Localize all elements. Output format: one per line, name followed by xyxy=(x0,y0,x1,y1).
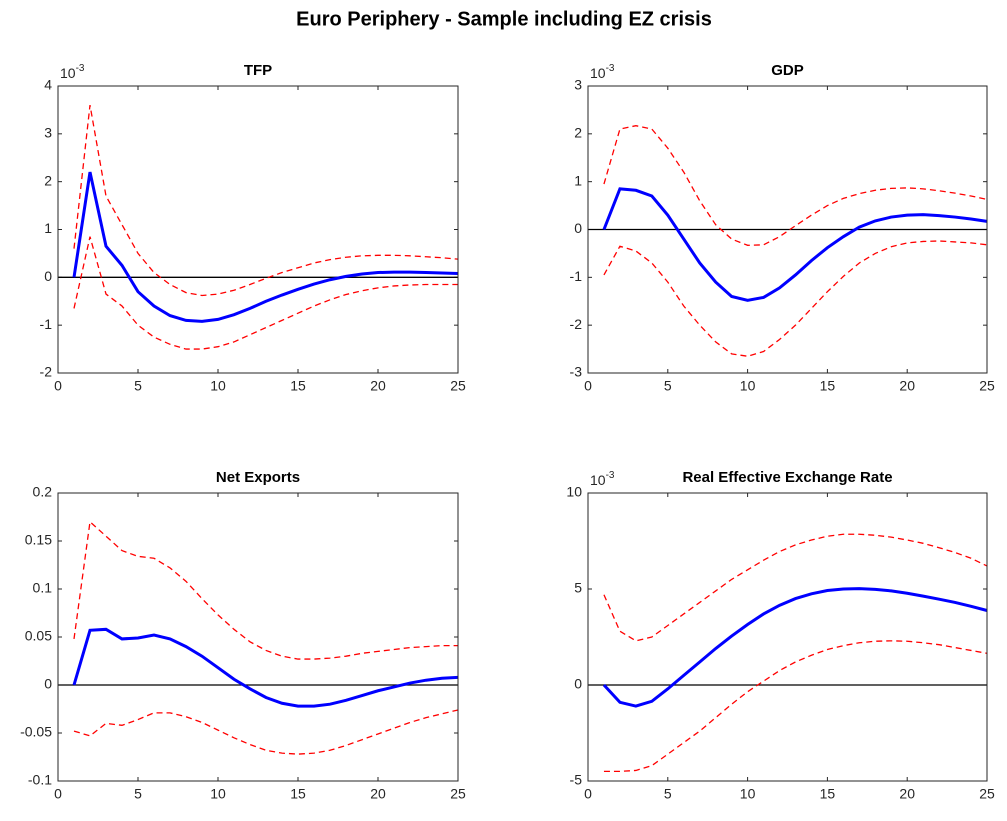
y-tick-label: 4 xyxy=(44,77,52,93)
y-tick-label: -0.05 xyxy=(20,724,52,740)
y-tick-label: -3 xyxy=(570,364,583,380)
x-tick-label: 5 xyxy=(134,786,142,802)
subplot: 0 5 10 15 20 25 -0.1 -0.05 0 0.05 0.1 0.15 0.2 Net Ex… xyxy=(20,469,466,802)
axes-background xyxy=(58,86,458,373)
y-tick-label: 0.1 xyxy=(33,580,53,596)
axes-frame xyxy=(57,492,459,782)
band-line xyxy=(73,105,459,297)
y-tick-label: 10 xyxy=(566,484,582,500)
y-tick-label: 2 xyxy=(574,125,582,141)
x-tick-label: 5 xyxy=(664,786,672,802)
x-tick-label: 0 xyxy=(584,378,592,394)
band-line xyxy=(603,240,988,357)
x-tick-label: 10 xyxy=(210,378,226,394)
x-tick-label: 0 xyxy=(54,378,62,394)
x-tick-label: 25 xyxy=(979,786,995,802)
multiplier-exponent: -3 xyxy=(76,63,85,74)
x-tick-label: 15 xyxy=(290,378,306,394)
multiplier-base: 10 xyxy=(590,472,606,488)
band-line xyxy=(73,709,459,755)
x-tick-label: 20 xyxy=(370,786,386,802)
x-tick-label: 20 xyxy=(899,786,915,802)
x-tick-label: 15 xyxy=(290,786,306,802)
irf-line xyxy=(72,171,459,323)
multiplier-base: 10 xyxy=(60,65,76,81)
y-tick-label: 0.15 xyxy=(25,532,52,548)
subplot-title: Real Effective Exchange Rate xyxy=(682,469,892,486)
x-tick-label: 25 xyxy=(450,378,466,394)
y-tick-label: 0.2 xyxy=(33,484,53,500)
axes-frame xyxy=(57,85,459,374)
y-tick-label: 3 xyxy=(44,125,52,141)
y-tick-label: 2 xyxy=(44,172,52,188)
multiplier-exponent: -3 xyxy=(606,470,615,481)
x-tick-label: 10 xyxy=(210,786,226,802)
figure-title: Euro Periphery - Sample including EZ cri… xyxy=(296,8,712,30)
subplot-title: Net Exports xyxy=(216,469,300,486)
x-tick-label: 10 xyxy=(740,786,756,802)
x-tick-label: 5 xyxy=(134,378,142,394)
irf-line xyxy=(602,187,988,302)
x-tick-label: 5 xyxy=(664,378,672,394)
y-tick-label: 0.05 xyxy=(25,628,52,644)
y-tick-label: 1 xyxy=(44,220,52,236)
axes-background xyxy=(58,493,458,781)
y-tick-label: -1 xyxy=(40,316,53,332)
y-tick-label: 0 xyxy=(574,220,582,236)
axes-frame xyxy=(587,492,988,782)
band-line xyxy=(603,125,988,246)
y-tick-label: -1 xyxy=(570,268,583,284)
y-tick-label: 3 xyxy=(574,77,582,93)
y-multiplier: 10-3 xyxy=(60,63,85,81)
band-line xyxy=(73,236,458,350)
x-tick-label: 15 xyxy=(820,378,836,394)
irf-line xyxy=(602,587,988,708)
band-line xyxy=(73,520,458,660)
x-tick-label: 10 xyxy=(740,378,756,394)
x-tick-label: 15 xyxy=(820,786,836,802)
y-multiplier: 10-3 xyxy=(590,470,615,488)
y-tick-label: 1 xyxy=(574,172,582,188)
x-tick-label: 25 xyxy=(979,378,995,394)
multiplier-base: 10 xyxy=(590,65,606,81)
x-tick-label: 20 xyxy=(899,378,915,394)
y-tick-label: 0 xyxy=(44,268,52,284)
x-tick-label: 0 xyxy=(584,786,592,802)
subplot-title: GDP xyxy=(771,62,804,79)
band-line xyxy=(603,533,988,642)
y-multiplier: 10-3 xyxy=(590,63,615,81)
x-tick-label: 20 xyxy=(370,378,386,394)
irf-line xyxy=(72,627,459,708)
y-tick-label: 0 xyxy=(44,676,52,692)
y-tick-label: -2 xyxy=(40,364,53,380)
axes-frame xyxy=(587,85,988,374)
y-tick-label: 0 xyxy=(574,676,582,692)
y-tick-label: -0.1 xyxy=(28,772,52,788)
x-tick-label: 25 xyxy=(450,786,466,802)
y-tick-label: -2 xyxy=(570,316,583,332)
x-tick-label: 0 xyxy=(54,786,62,802)
multiplier-exponent: -3 xyxy=(606,63,615,74)
subplot-title: TFP xyxy=(244,62,272,79)
y-tick-label: -5 xyxy=(570,772,583,788)
y-tick-label: 5 xyxy=(574,580,582,596)
axes-background xyxy=(588,493,987,781)
